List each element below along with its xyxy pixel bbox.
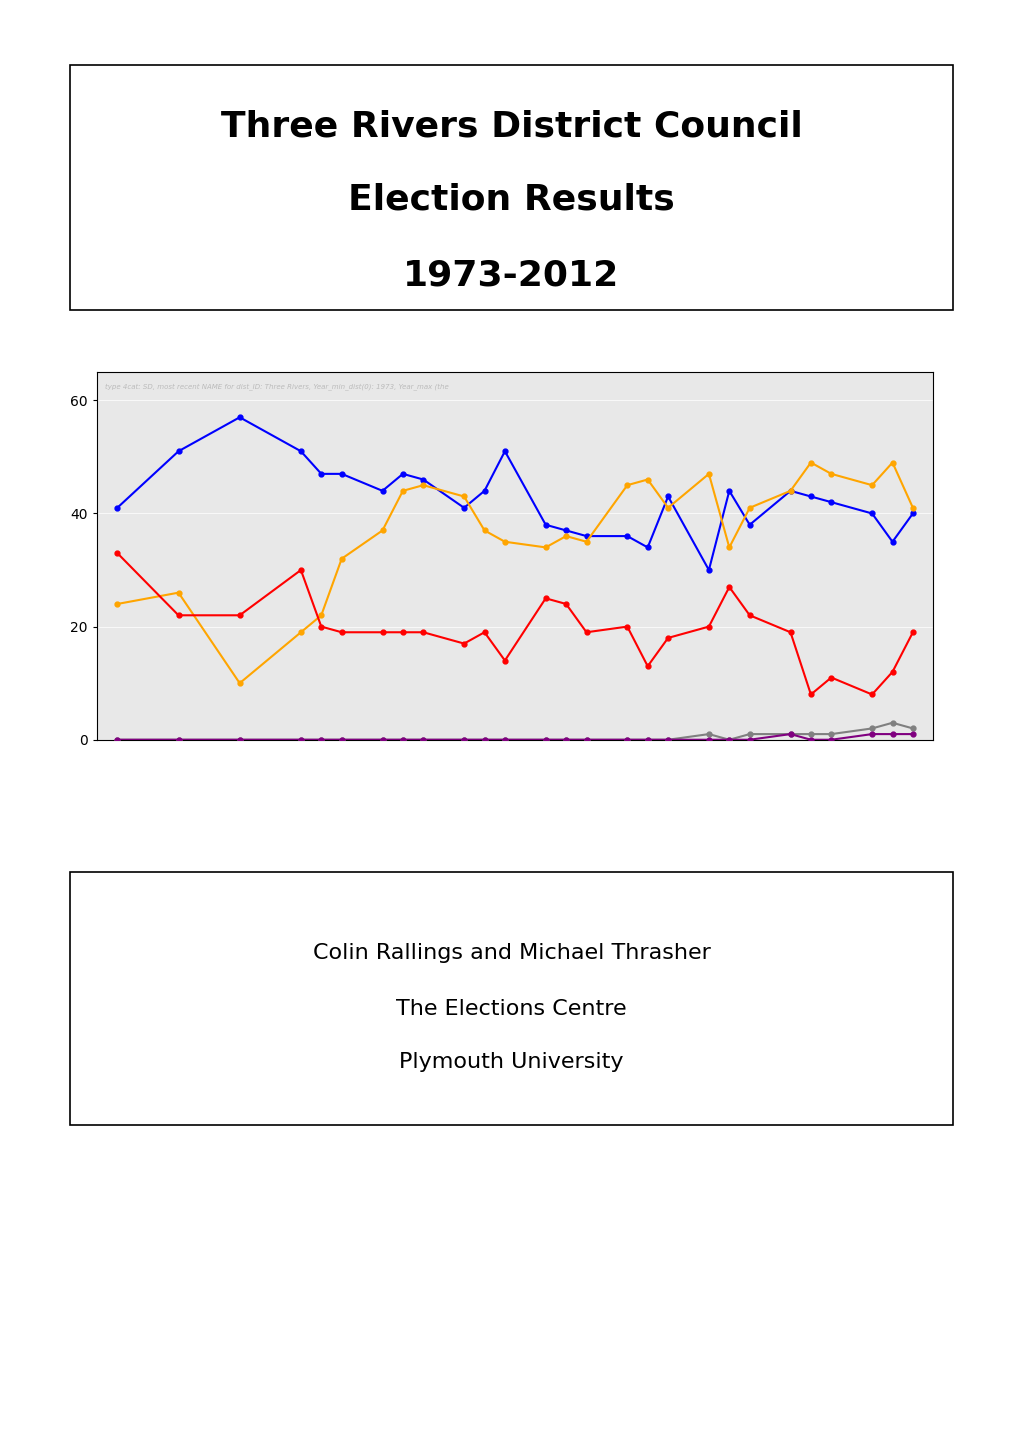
Text: Election Results: Election Results	[347, 183, 675, 216]
Text: The Elections Centre: The Elections Centre	[395, 999, 627, 1018]
Text: Colin Rallings and Michael Thrasher: Colin Rallings and Michael Thrasher	[312, 943, 710, 963]
Text: Plymouth University: Plymouth University	[398, 1051, 624, 1071]
Text: Three Rivers District Council: Three Rivers District Council	[220, 110, 802, 143]
FancyBboxPatch shape	[70, 65, 952, 310]
FancyBboxPatch shape	[70, 872, 952, 1125]
Text: 1973-2012: 1973-2012	[403, 258, 620, 293]
Text: type 4cat: SD, most recent NAME for dist_ID: Three Rivers, Year_min_dist(0): 197: type 4cat: SD, most recent NAME for dist…	[105, 384, 448, 389]
